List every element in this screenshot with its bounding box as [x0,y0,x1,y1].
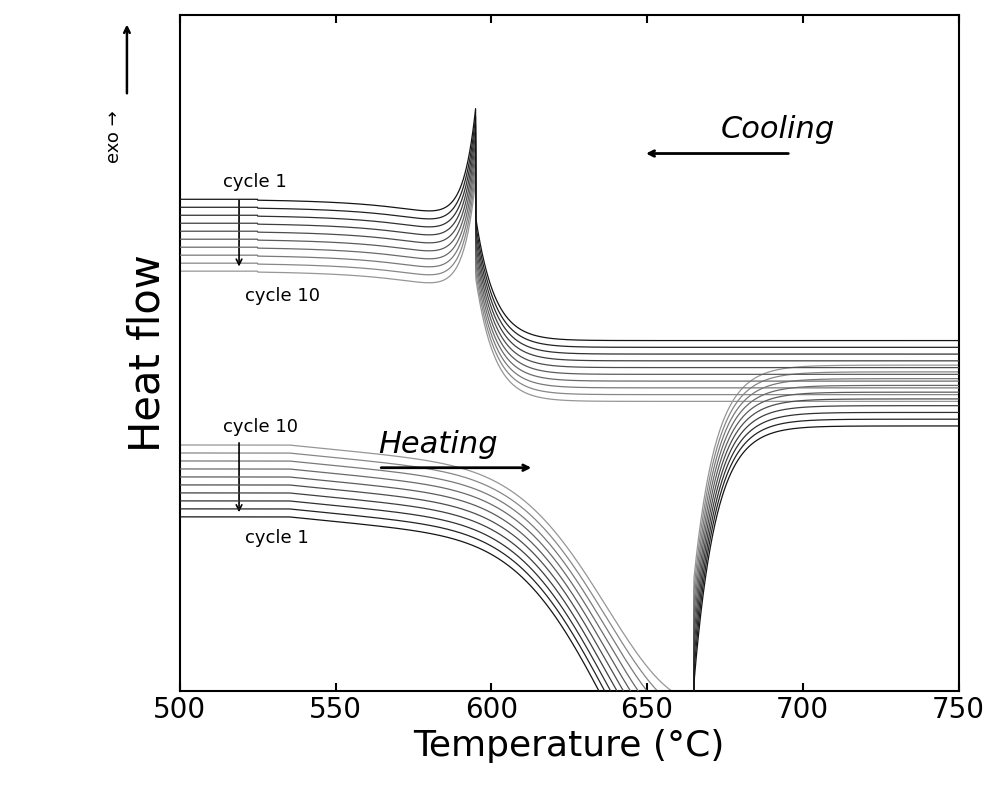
Text: Heating: Heating [378,430,498,459]
X-axis label: Temperature (°C): Temperature (°C) [414,729,725,763]
Text: exo →: exo → [105,110,123,163]
Text: Cooling: Cooling [721,115,835,145]
Text: cycle 1: cycle 1 [245,529,309,547]
Text: cycle 10: cycle 10 [223,418,298,436]
Text: cycle 10: cycle 10 [245,287,320,305]
Text: cycle 1: cycle 1 [223,173,287,191]
Y-axis label: Heat flow: Heat flow [127,254,169,452]
